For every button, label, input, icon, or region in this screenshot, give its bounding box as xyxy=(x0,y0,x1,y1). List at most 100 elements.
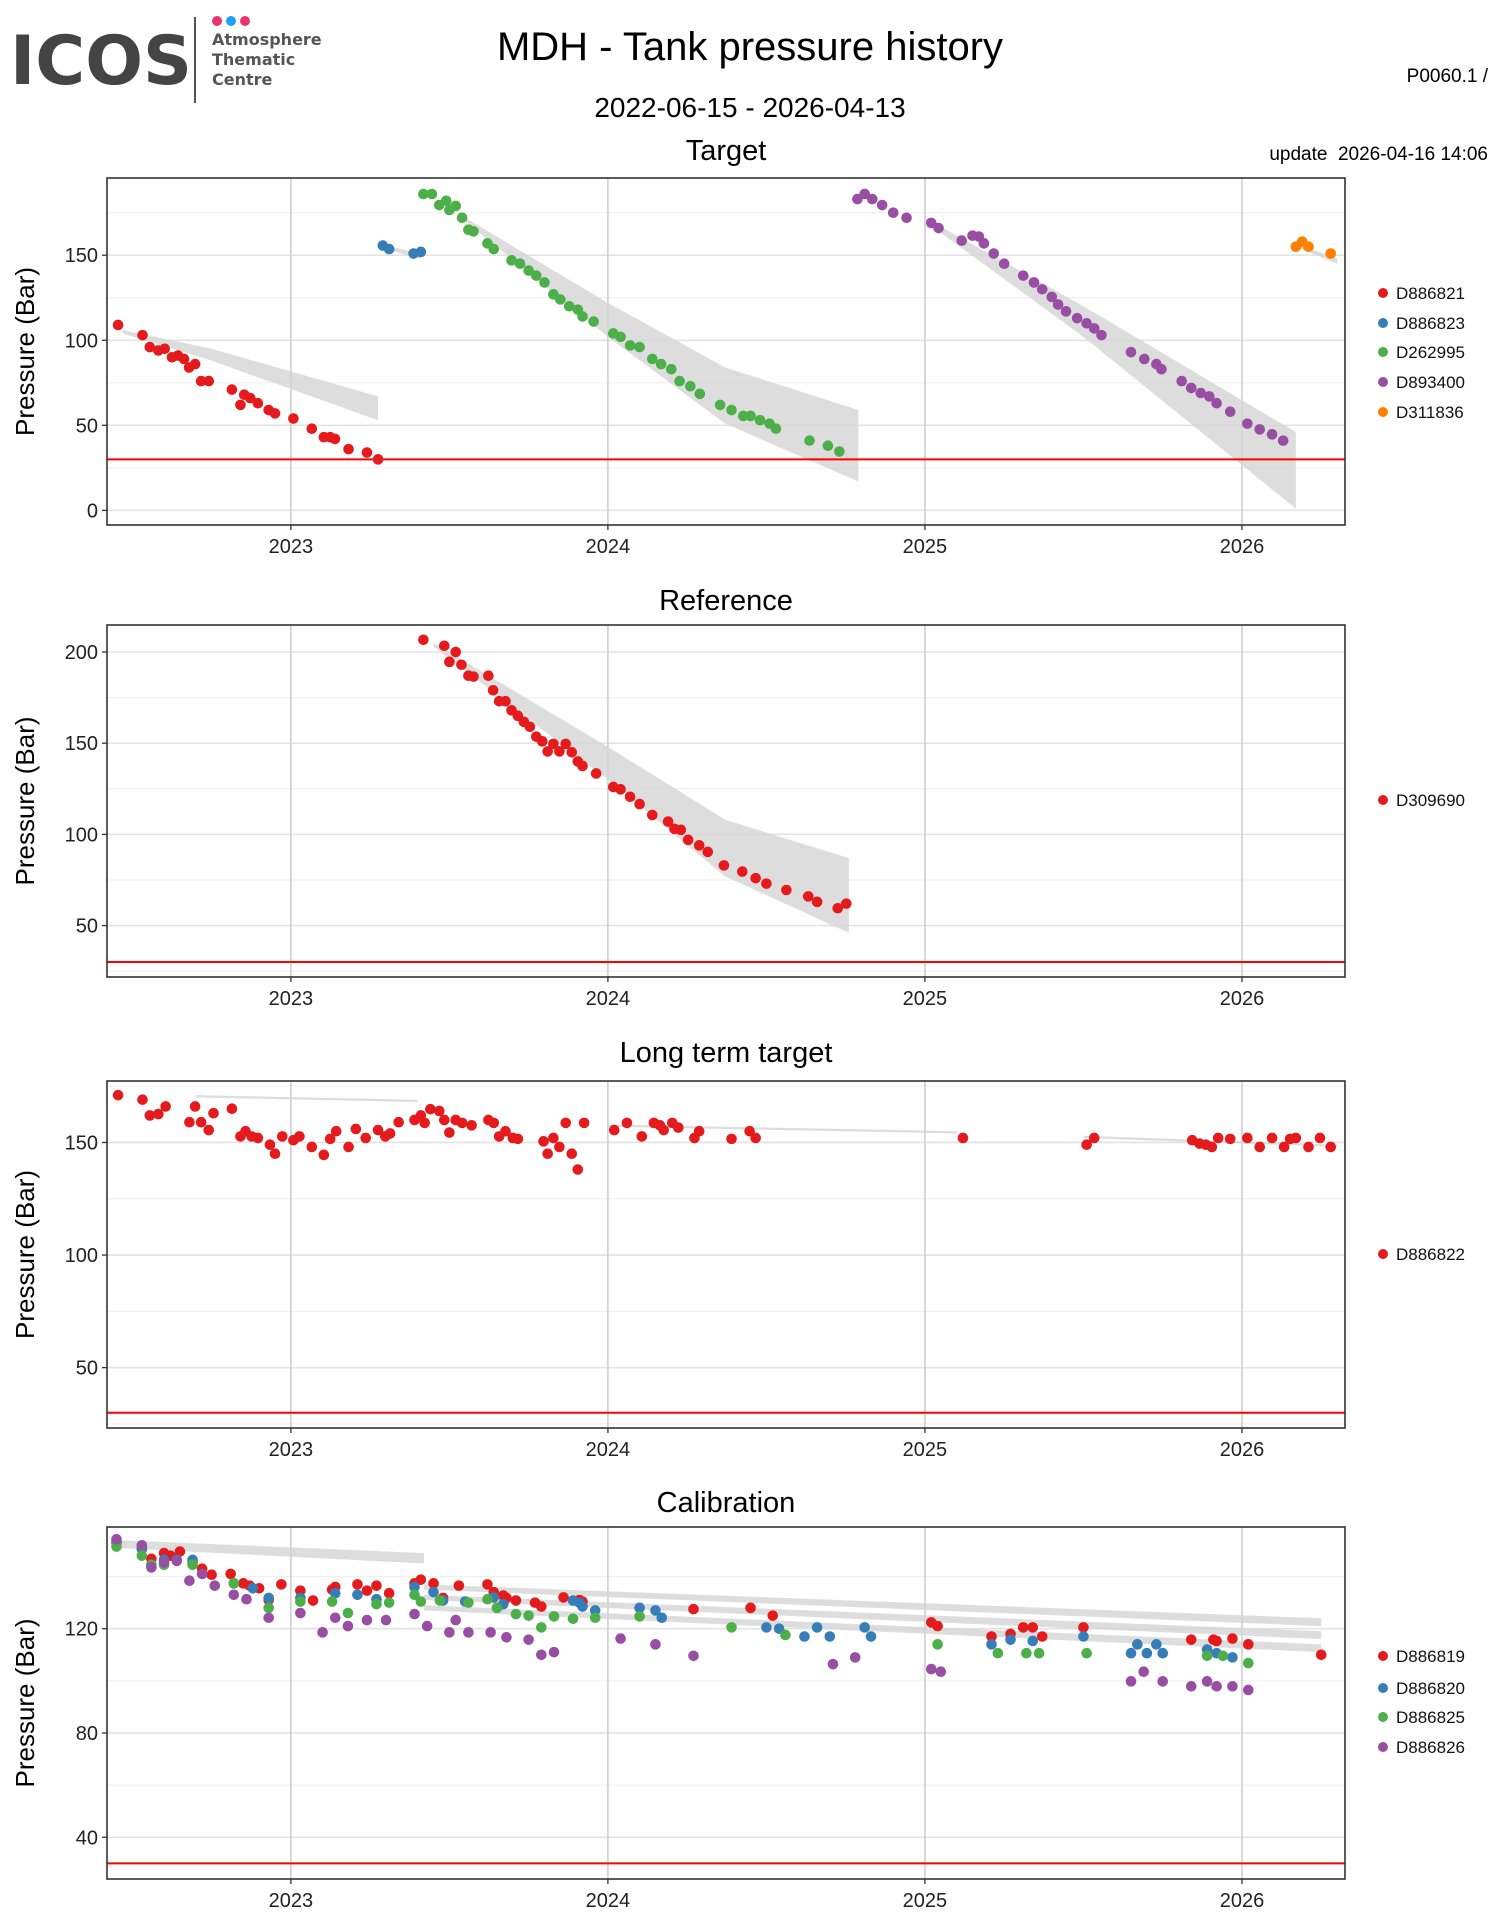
series-D886822 xyxy=(112,1089,1337,1175)
data-point xyxy=(1195,387,1207,399)
data-point xyxy=(1017,270,1029,281)
data-point xyxy=(415,1596,427,1607)
data-point xyxy=(523,1610,534,1621)
data-point xyxy=(244,392,256,404)
x-tick-label: 2026 xyxy=(1220,536,1265,558)
data-point xyxy=(1211,1681,1222,1692)
legend-label: D311836 xyxy=(1396,403,1464,422)
data-point xyxy=(409,1589,420,1601)
icos-logo: ICOS xyxy=(10,22,192,101)
data-point xyxy=(506,255,517,266)
data-point xyxy=(1005,1634,1016,1645)
y-tick-label: 120 xyxy=(65,1619,98,1641)
data-point xyxy=(418,634,429,646)
data-point xyxy=(252,397,264,409)
data-point xyxy=(563,300,575,312)
series-D886826 xyxy=(111,1533,1254,1696)
legend-label: D886823 xyxy=(1396,314,1465,333)
data-point xyxy=(468,671,479,682)
data-point xyxy=(269,1148,281,1160)
data-point xyxy=(1243,1684,1254,1696)
trend-confidence-band xyxy=(424,1605,1322,1653)
data-point xyxy=(112,1089,124,1101)
series-D309690 xyxy=(418,634,852,914)
data-point xyxy=(329,1587,341,1599)
data-point xyxy=(295,1596,306,1607)
data-point xyxy=(371,1580,382,1591)
data-point xyxy=(624,340,636,351)
y-tick-label: 50 xyxy=(76,415,98,437)
data-point xyxy=(822,440,834,452)
plot-border xyxy=(106,624,1346,978)
data-point xyxy=(483,670,494,682)
data-point xyxy=(342,1620,354,1632)
data-point xyxy=(482,1579,493,1590)
data-point xyxy=(1185,1634,1197,1645)
data-point xyxy=(380,1614,392,1626)
legend-key-icon xyxy=(1378,318,1388,328)
x-tick-label: 2026 xyxy=(1220,1890,1265,1912)
data-point xyxy=(487,684,499,696)
y-axis-label: Pressure (Bar) xyxy=(10,716,40,885)
data-point xyxy=(1266,429,1278,440)
legend-key-icon xyxy=(1378,407,1388,417)
x-tick-label: 2024 xyxy=(586,988,631,1010)
data-point xyxy=(171,1555,183,1567)
data-point xyxy=(992,1647,1004,1659)
chart-panel-calibration: 40 80 120 2023 2024 2025 2026 D886819 D886820 D88… xyxy=(10,1487,1465,1912)
data-point xyxy=(450,200,462,212)
data-point xyxy=(621,1117,633,1129)
data-point xyxy=(501,1631,512,1643)
data-point xyxy=(688,1650,699,1662)
data-point xyxy=(421,1620,433,1632)
data-point xyxy=(294,1131,305,1142)
data-point xyxy=(383,1587,395,1599)
data-point xyxy=(560,1117,572,1129)
update-timestamp: update 2026-04-16 14:06 xyxy=(1269,144,1488,165)
data-point xyxy=(1211,397,1222,409)
trend-confidence-band xyxy=(1083,1135,1338,1147)
data-point xyxy=(488,243,500,255)
data-point xyxy=(770,423,782,435)
y-tick-label: 80 xyxy=(76,1723,98,1745)
data-point xyxy=(1157,1676,1169,1687)
data-point xyxy=(306,423,318,435)
data-point xyxy=(111,1533,122,1545)
data-point xyxy=(111,1541,122,1552)
data-point xyxy=(434,1595,446,1606)
y-tick-label: 150 xyxy=(65,1132,98,1154)
data-point xyxy=(876,199,888,211)
data-point xyxy=(1278,1141,1290,1153)
data-point xyxy=(456,1117,468,1129)
y-tick-label: 50 xyxy=(76,916,98,938)
data-point xyxy=(136,1539,148,1551)
data-point xyxy=(554,1141,565,1153)
data-point xyxy=(252,1132,264,1144)
data-point xyxy=(589,1612,601,1624)
data-point xyxy=(206,1569,217,1581)
data-point xyxy=(560,738,572,750)
legend-key-icon xyxy=(1378,377,1388,387)
data-point xyxy=(276,1579,287,1590)
data-point xyxy=(350,1123,362,1135)
data-point xyxy=(144,341,156,353)
data-point xyxy=(1217,1650,1229,1662)
data-point xyxy=(1242,1132,1253,1144)
y-tick-label: 150 xyxy=(65,245,98,267)
data-point xyxy=(330,1125,342,1137)
data-point xyxy=(1303,241,1314,253)
legend-label: D886820 xyxy=(1396,1679,1465,1698)
data-point xyxy=(524,721,536,733)
data-point xyxy=(189,1101,201,1112)
series-D893400 xyxy=(852,188,1289,446)
data-point xyxy=(1132,1639,1143,1650)
data-point xyxy=(187,1559,198,1571)
data-point xyxy=(440,195,452,207)
data-point xyxy=(203,375,215,387)
data-point xyxy=(1027,1635,1039,1647)
legend-key-icon xyxy=(1378,1712,1388,1722)
data-point xyxy=(1266,1132,1278,1144)
data-point xyxy=(468,226,479,237)
data-point xyxy=(384,1128,396,1139)
data-point xyxy=(1125,1676,1137,1687)
